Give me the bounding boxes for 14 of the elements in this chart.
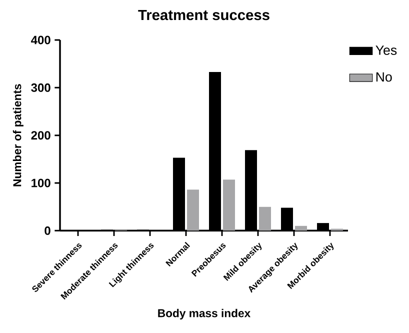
chart-title: Treatment success: [138, 10, 270, 20]
bar: [222, 180, 235, 231]
y-tick-label: 0: [44, 226, 50, 235]
y-axis-title: Number of patients: [12, 84, 24, 186]
bar: [294, 226, 307, 231]
y-tick-label: 100: [32, 178, 50, 188]
bar: [187, 190, 199, 231]
y-tick-label: 400: [31, 36, 50, 44]
legend-label: Yes: [376, 45, 397, 55]
x-axis-title: Body mass index: [158, 308, 250, 320]
y-tick-label: 300: [31, 83, 50, 92]
legend-label: No: [376, 72, 392, 82]
y-tick-label: 200: [31, 130, 50, 140]
bar: [258, 206, 271, 231]
